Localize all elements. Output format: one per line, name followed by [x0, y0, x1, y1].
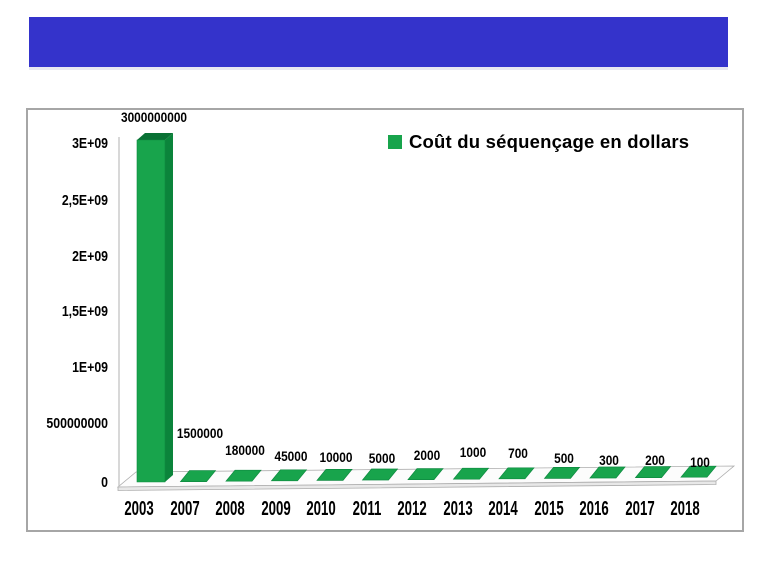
chart-frame — [26, 108, 744, 532]
title-banner — [29, 17, 728, 67]
